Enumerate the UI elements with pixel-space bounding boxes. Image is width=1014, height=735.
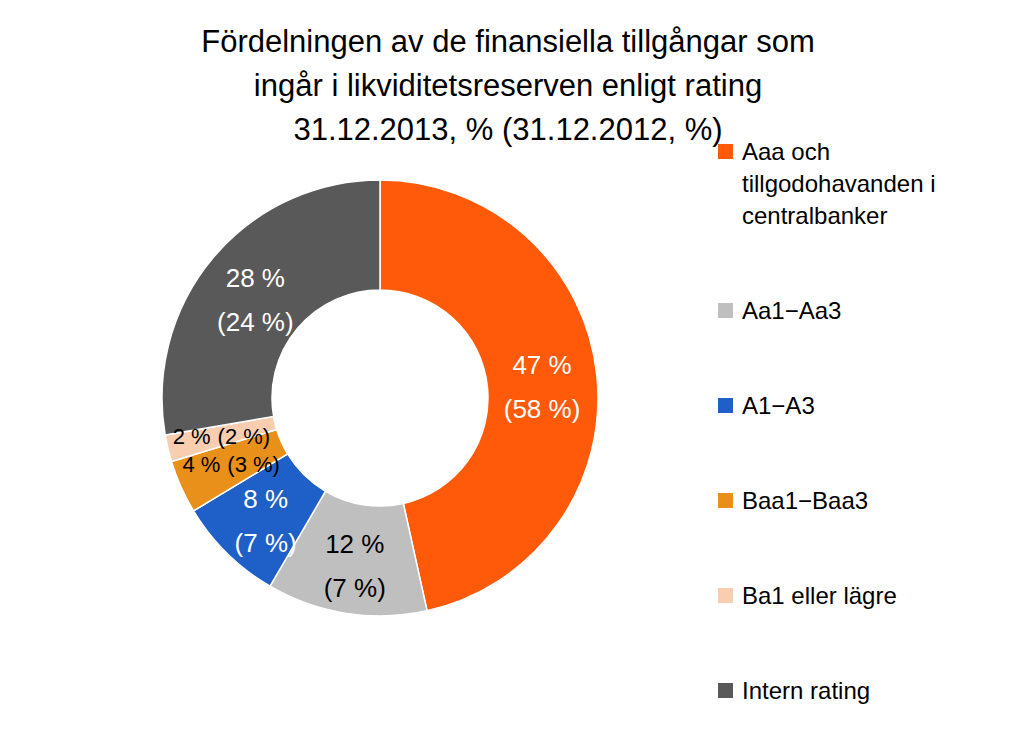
data-label-current: 4 % xyxy=(182,452,220,477)
slice xyxy=(162,180,380,435)
data-label-previous: (7 %) xyxy=(324,573,386,603)
data-label-current: 12 % xyxy=(325,529,384,559)
legend-line: Aa1−Aa3 xyxy=(742,297,841,324)
legend-swatch xyxy=(718,303,733,318)
legend-line: centralbanker xyxy=(742,202,887,229)
legend-label: Ba1 eller lägre xyxy=(742,582,897,609)
legend-line: Intern rating xyxy=(742,677,870,704)
legend-swatch xyxy=(718,493,733,508)
legend-swatch xyxy=(718,588,733,603)
data-label-current: 28 % xyxy=(226,263,285,293)
data-labels: 47 % (58 %) 12 % (7 %) 8 % (7 %) 4 % (3 %) 2 % (2… xyxy=(173,263,581,603)
data-label: 4 % (3 %) xyxy=(182,452,279,477)
legend-swatch xyxy=(718,683,733,698)
legend-label: Aa1−Aa3 xyxy=(742,297,841,324)
data-label-current: 2 % xyxy=(173,424,211,449)
legend-swatch xyxy=(718,144,733,159)
title-group: Fördelningen av de finansiella tillgånga… xyxy=(201,24,814,147)
title: Fördelningen av de finansiella tillgånga… xyxy=(201,24,814,59)
legend-line: Baa1−Baa3 xyxy=(742,487,868,514)
data-label-previous: (2 %) xyxy=(218,424,271,449)
legend-line: tillgodohavanden i xyxy=(742,170,936,197)
legend-line: A1−A3 xyxy=(742,392,815,419)
data-label-current: 8 % xyxy=(243,484,288,514)
data-label-current: 47 % xyxy=(512,350,571,380)
legend-line: Ba1 eller lägre xyxy=(742,582,897,609)
chart: Fördelningen av de finansiella tillgånga… xyxy=(0,0,1014,735)
data-label-previous: (58 %) xyxy=(504,394,581,424)
legend-label: Aaa och tillgodohavanden i centralbanker xyxy=(742,138,936,229)
data-label-previous: (24 %) xyxy=(217,307,294,337)
legend-label: Baa1−Baa3 xyxy=(742,487,868,514)
legend-label: Intern rating xyxy=(742,677,870,704)
legend-line: Aaa och xyxy=(742,138,830,165)
legend-swatch xyxy=(718,398,733,413)
legend: Aaa ochtillgodohavanden icentralbankerAa… xyxy=(718,138,936,704)
donut xyxy=(162,180,598,616)
data-label-previous: (3 %) xyxy=(227,452,280,477)
title: 31.12.2013, % (31.12.2012, %) xyxy=(293,112,722,147)
legend-label: A1−A3 xyxy=(742,392,815,419)
data-label-previous: (7 %) xyxy=(235,528,297,558)
title: ingår i likviditetsreserven enligt ratin… xyxy=(254,68,762,103)
data-label: 2 % (2 %) xyxy=(173,424,270,449)
